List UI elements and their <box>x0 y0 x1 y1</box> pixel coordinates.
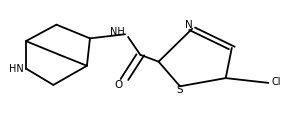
Text: NH: NH <box>110 27 125 36</box>
Text: N: N <box>185 20 193 30</box>
Text: HN: HN <box>9 64 24 73</box>
Text: S: S <box>177 85 183 95</box>
Text: Cl: Cl <box>271 77 281 87</box>
Text: O: O <box>115 80 123 90</box>
